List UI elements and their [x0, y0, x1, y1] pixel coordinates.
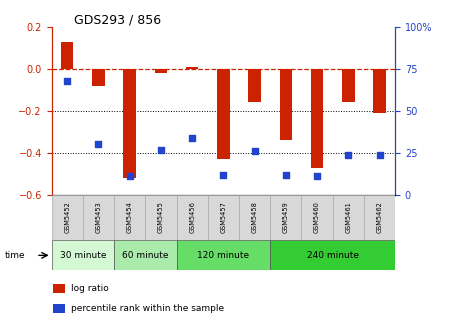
Point — [345, 152, 352, 157]
Bar — [123, 69, 136, 178]
Text: GSM5459: GSM5459 — [283, 202, 289, 234]
Point — [251, 149, 258, 154]
Bar — [52, 195, 83, 240]
Bar — [83, 195, 114, 240]
Text: 240 minute: 240 minute — [307, 251, 359, 260]
Point — [64, 78, 71, 83]
Text: GSM5453: GSM5453 — [96, 202, 101, 234]
Bar — [61, 42, 74, 69]
Text: 30 minute: 30 minute — [60, 251, 106, 260]
Bar — [53, 284, 66, 293]
Text: GSM5456: GSM5456 — [189, 202, 195, 234]
Point — [282, 172, 290, 177]
Bar — [301, 195, 333, 240]
Bar — [53, 304, 66, 313]
Text: GSM5458: GSM5458 — [251, 202, 258, 234]
Bar — [154, 69, 167, 73]
Bar — [239, 195, 270, 240]
Bar — [342, 69, 355, 102]
Text: time: time — [4, 251, 25, 260]
Text: 60 minute: 60 minute — [122, 251, 168, 260]
Text: GSM5452: GSM5452 — [64, 202, 70, 234]
Bar — [52, 240, 114, 270]
Point — [126, 174, 133, 179]
Point — [220, 172, 227, 177]
Bar — [145, 195, 176, 240]
Text: GSM5457: GSM5457 — [220, 202, 226, 234]
Text: log ratio: log ratio — [70, 284, 108, 293]
Text: GSM5460: GSM5460 — [314, 202, 320, 234]
Text: GSM5454: GSM5454 — [127, 202, 133, 234]
Bar — [311, 69, 323, 168]
Bar — [92, 69, 105, 86]
Bar — [176, 195, 208, 240]
Point — [157, 147, 164, 152]
Text: GSM5455: GSM5455 — [158, 202, 164, 234]
Text: GSM5461: GSM5461 — [345, 202, 351, 234]
Bar — [373, 69, 386, 113]
Text: percentile rank within the sample: percentile rank within the sample — [70, 304, 224, 313]
Text: GSM5462: GSM5462 — [377, 202, 383, 234]
Point — [313, 174, 321, 179]
Point — [189, 135, 196, 140]
Bar — [280, 69, 292, 140]
Bar — [270, 240, 395, 270]
Bar — [208, 195, 239, 240]
Bar — [186, 67, 198, 69]
Point — [376, 152, 383, 157]
Bar — [114, 240, 176, 270]
Bar — [333, 195, 364, 240]
Bar — [176, 240, 270, 270]
Bar — [364, 195, 395, 240]
Text: GDS293 / 856: GDS293 / 856 — [74, 13, 161, 27]
Bar — [270, 195, 301, 240]
Bar — [114, 195, 145, 240]
Bar — [248, 69, 261, 102]
Point — [95, 142, 102, 147]
Text: 120 minute: 120 minute — [197, 251, 250, 260]
Bar — [217, 69, 229, 159]
